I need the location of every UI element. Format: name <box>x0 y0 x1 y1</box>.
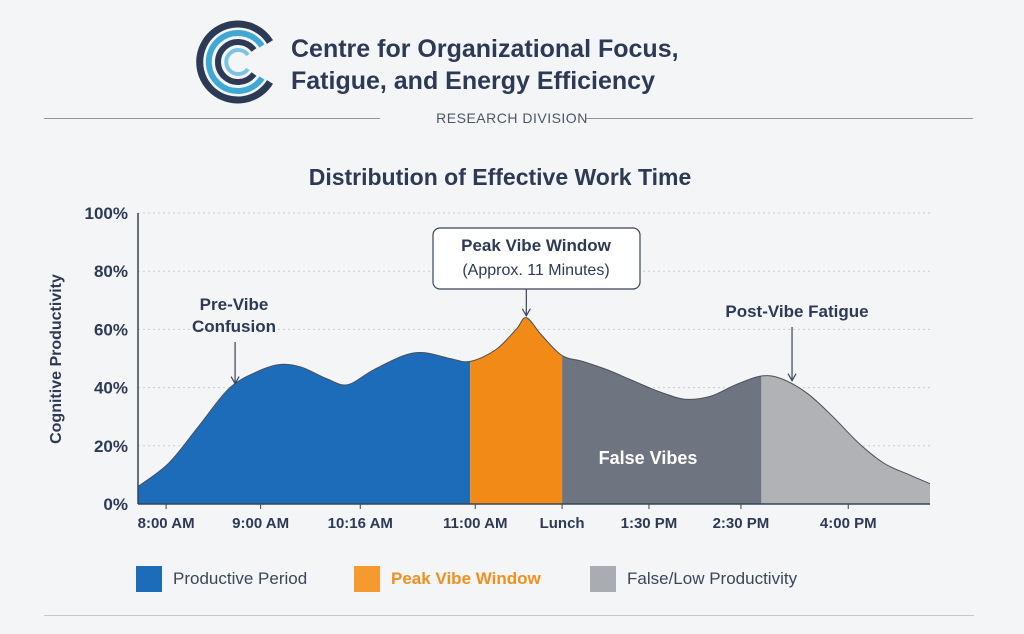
area-chart: 0% 20% 40% 60% 80% 100% 8:00 AM 9:00 AM 10:16 AM… <box>48 204 931 532</box>
x-tick-label: 4:00 PM <box>820 515 877 532</box>
legend-item: Peak Vibe Window <box>354 566 541 592</box>
chart-title: Distribution of Effective Work Time <box>308 164 692 190</box>
annotation-arrowhead <box>521 308 531 317</box>
legend-swatch <box>590 566 616 592</box>
x-tick-label: 2:30 PM <box>713 515 770 532</box>
header: Centre for Organizational Focus, Fatigue… <box>0 0 1024 140</box>
y-tick-label: 100% <box>85 204 128 223</box>
legend-label: Peak Vibe Window <box>391 569 541 588</box>
annotation-box <box>432 227 641 290</box>
y-tick-label: 60% <box>94 320 128 339</box>
annotation-arrowhead <box>230 376 240 385</box>
legend-swatch <box>354 566 380 592</box>
legend-label: Productive Period <box>173 569 308 588</box>
legend-item: Productive Period <box>136 566 307 592</box>
bottom-divider <box>44 615 974 616</box>
organization-name-line-1: Centre for Organizational Focus, <box>291 35 679 63</box>
legend-label: False/Low Productivity <box>627 569 798 588</box>
area-region <box>138 352 471 504</box>
annotation-title: Peak Vibe Window <box>461 236 612 255</box>
area-region <box>562 355 762 504</box>
x-tick-label: 1:30 PM <box>621 515 678 532</box>
series-line <box>137 317 931 487</box>
organization-name-line-2: Fatigue, and Energy Efficiency <box>291 67 655 95</box>
y-tick-label: 20% <box>94 437 128 456</box>
y-axis-label: Cognitive Productivity <box>48 274 65 444</box>
organization-logo <box>196 20 273 104</box>
chart-legend: Productive Period Peak Vibe Window False/L… <box>0 566 1024 594</box>
annotation-label: Pre-Vibe <box>200 295 269 314</box>
legend-swatch <box>136 566 162 592</box>
organization-name: Centre for Organizational Focus, Fatigue… <box>291 33 811 97</box>
annotation-arrowhead <box>787 373 797 382</box>
x-tick-label: 10:16 AM <box>328 515 393 532</box>
region-label-false-vibes: False Vibes <box>599 448 698 468</box>
annotation-label: Post-Vibe Fatigue <box>725 302 868 321</box>
y-tick-label: 80% <box>94 262 128 281</box>
annotation-label: Confusion <box>192 317 276 336</box>
division-label: RESEARCH DIVISION <box>436 110 588 126</box>
x-tick-label: 8:00 AM <box>138 515 195 532</box>
area-region <box>470 317 563 504</box>
annotation-subtitle: (Approx. 11 Minutes) <box>462 262 609 279</box>
legend-item: False/Low Productivity <box>590 566 797 592</box>
divider-right <box>585 118 973 119</box>
x-tick-label: 11:00 AM <box>443 515 507 532</box>
y-tick-label: 0% <box>103 495 128 514</box>
x-tick-label: 9:00 AM <box>232 515 289 532</box>
x-tick-label: Lunch <box>540 515 585 532</box>
y-tick-label: 40% <box>94 379 128 398</box>
area-region <box>761 375 930 504</box>
divider-left <box>44 118 380 119</box>
